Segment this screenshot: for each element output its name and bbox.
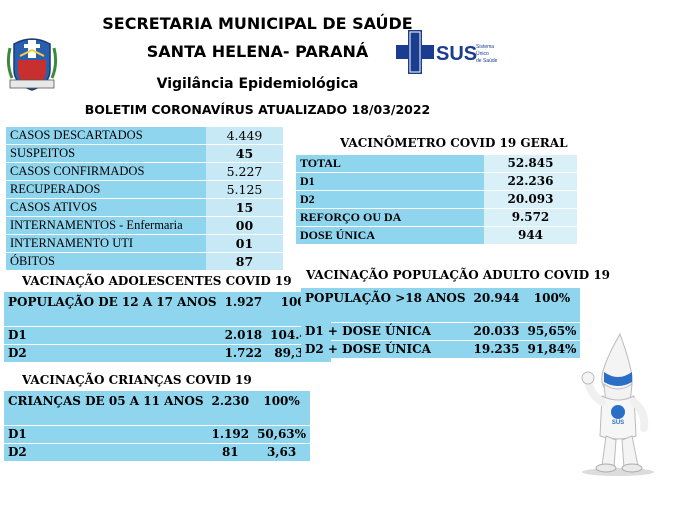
table-row: D2 1.722 89,36% (4, 345, 332, 362)
table-row: D1 + DOSE ÚNICA 20.033 95,65% (301, 323, 581, 340)
table-row: POPULAÇÃO >18 ANOS 20.944 100% (301, 288, 581, 322)
sus-logo-icon: SUS Sistema Único de Saúde (396, 30, 498, 74)
cases-table: CASOS DESCARTADOS 4.449 SUSPEITOS 45 CASOS… (6, 126, 283, 271)
table-row: D2 + DOSE ÚNICA 19.235 91,84% (301, 341, 581, 358)
adolescentes-table: POPULAÇÃO DE 12 A 17 ANOS 1.927 100% D1 2… (4, 291, 332, 363)
table-row: CASOS CONFIRMADOS 5.227 (6, 163, 283, 180)
table-row: ÓBITOS 87 (6, 253, 283, 270)
svg-text:Sistema: Sistema (476, 44, 494, 50)
table-row: REFORÇO OU DA 9.572 (296, 209, 577, 226)
vacinometro-title: VACINÔMETRO COVID 19 GERAL (340, 136, 568, 150)
criancas-table: CRIANÇAS DE 05 A 11 ANOS 2.230 100% D1 1.… (4, 390, 311, 462)
table-row: RECUPERADOS 5.125 (6, 181, 283, 198)
sus-logo-text: SUS (436, 43, 477, 65)
table-row: INTERNAMENTO UTI 01 (6, 235, 283, 252)
table-row: SUSPEITOS 45 (6, 145, 283, 162)
ze-gotinha-mascot-icon: SUS (581, 332, 654, 476)
vacinometro-table: TOTAL 52.845 D1 22.236 D2 20.093 REFORÇO OU… (296, 154, 577, 245)
svg-text:de Saúde: de Saúde (476, 58, 498, 64)
table-row: CASOS ATIVOS 15 (6, 199, 283, 216)
svg-text:Único: Único (476, 50, 489, 57)
title-city: SANTA HELENA- PARANÁ (146, 42, 369, 61)
title-vigilancia: Vigilância Epidemiológica (156, 76, 359, 92)
table-row: D2 20.093 (296, 191, 577, 208)
table-row: POPULAÇÃO DE 12 A 17 ANOS 1.927 100% (4, 292, 332, 326)
adultos-table: POPULAÇÃO >18 ANOS 20.944 100% D1 + DOSE… (301, 287, 581, 359)
table-row: D2 81 3,63 (4, 444, 311, 461)
table-row: INTERNAMENTOS - Enfermaria 00 (6, 217, 283, 234)
title-secretaria: SECRETARIA MUNICIPAL DE SAÚDE (102, 14, 413, 33)
title-boletim: BOLETIM CORONAVÍRUS ATUALIZADO 18/03/202… (84, 102, 431, 117)
table-row: DOSE ÚNICA 944 (296, 227, 577, 244)
table-row: CRIANÇAS DE 05 A 11 ANOS 2.230 100% (4, 391, 311, 425)
table-row: D1 1.192 50,63% (4, 426, 311, 443)
adultos-title: VACINAÇÃO POPULAÇÃO ADULTO COVID 19 (306, 268, 611, 282)
table-row: D1 2.018 104.46% (4, 327, 332, 344)
table-row: TOTAL 52.845 (296, 155, 577, 172)
adolescentes-title: VACINAÇÃO ADOLESCENTES COVID 19 (22, 274, 292, 288)
mascot-badge: SUS (612, 420, 624, 426)
table-row: CASOS DESCARTADOS 4.449 (6, 127, 283, 144)
table-row: D1 22.236 (296, 173, 577, 190)
criancas-title: VACINAÇÃO CRIANÇAS COVID 19 (22, 373, 252, 387)
city-crest-icon (6, 38, 58, 91)
